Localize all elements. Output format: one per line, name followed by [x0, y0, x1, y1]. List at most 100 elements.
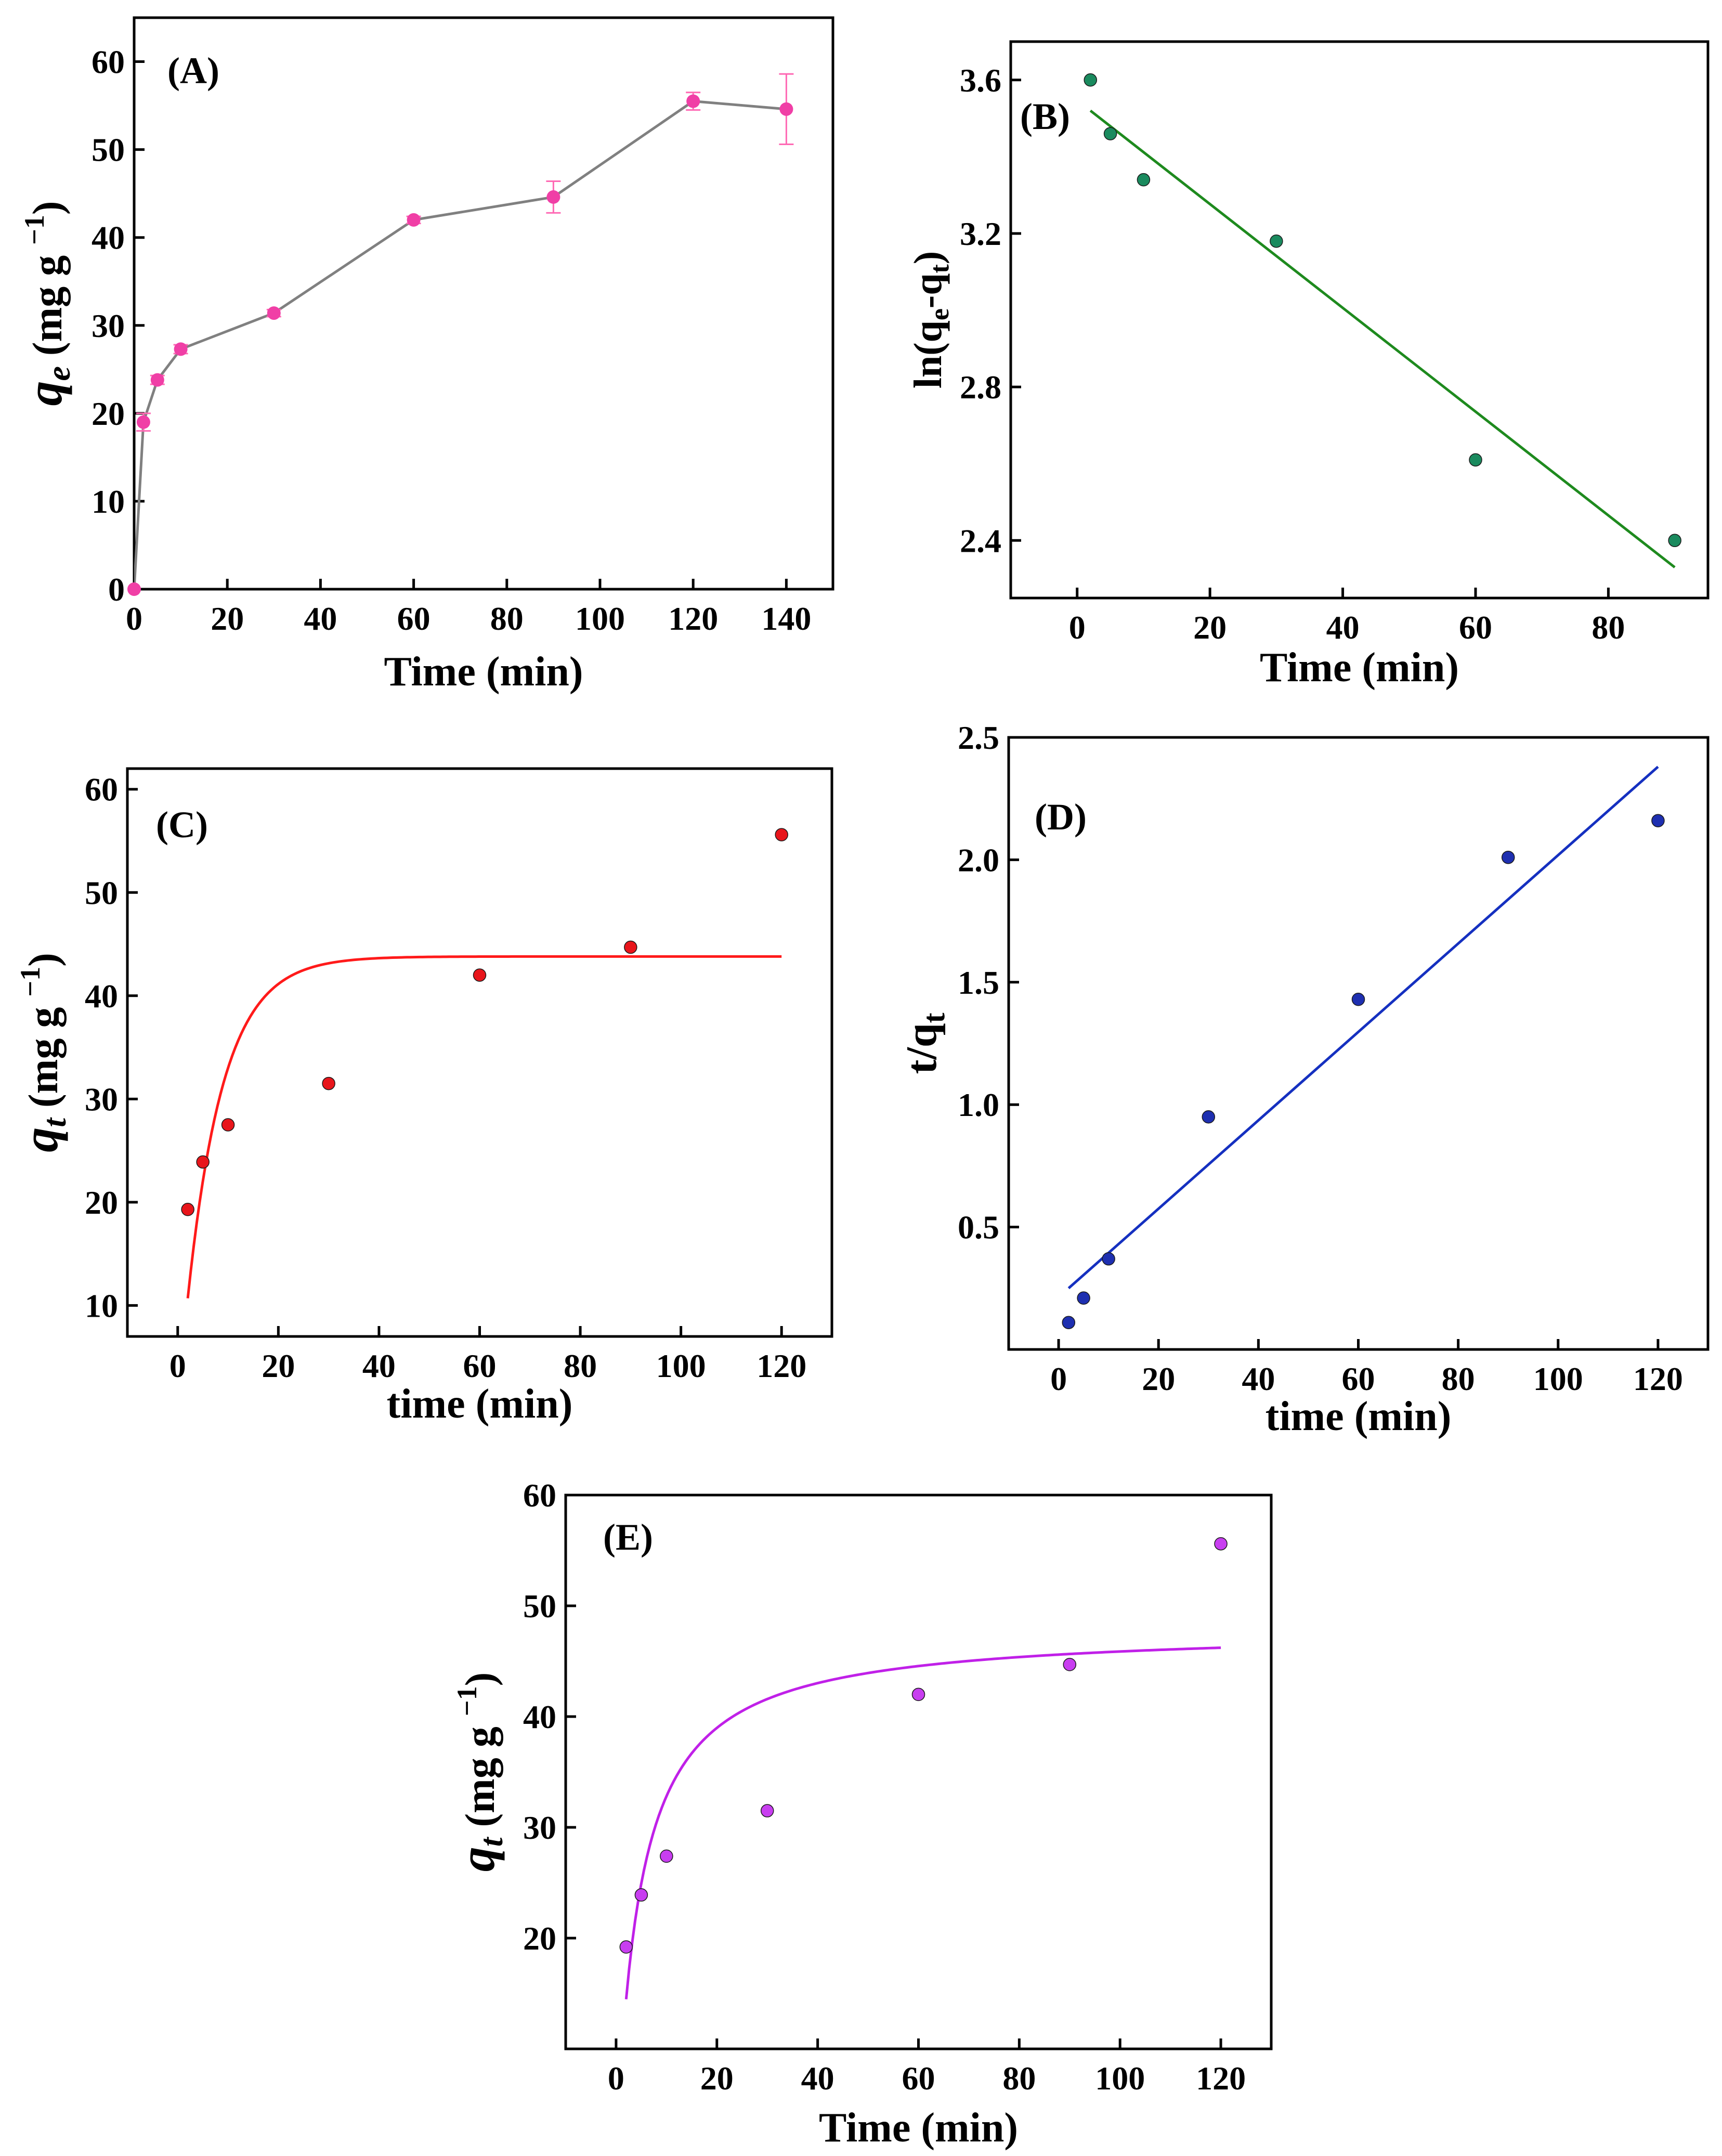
data-point: [127, 582, 141, 596]
y-tick-label: 0: [108, 571, 125, 608]
data-point: [1102, 1252, 1115, 1266]
y-tick-label: 50: [92, 132, 125, 168]
y-tick-label: 3.6: [960, 62, 1001, 99]
y-axis-label: ln(qe-qt): [906, 251, 955, 388]
data-point: [760, 1804, 774, 1817]
plot-area: [1067, 765, 1659, 1290]
x-tick-label: 100: [1533, 1360, 1583, 1397]
plot-area: [1089, 109, 1676, 568]
data-point: [181, 1203, 194, 1216]
panel-label: (C): [156, 804, 208, 846]
data-point: [1084, 73, 1098, 87]
chart-panel-a: 0 20 40 60 80 100 120 140 0 10 20 30 40 50 60 (A) Time (…: [17, 16, 834, 695]
x-tick-label: 100: [1095, 2060, 1145, 2097]
x-tick-label: 0: [1069, 609, 1086, 646]
x-tick-label: 60: [1342, 1360, 1375, 1397]
plot-frame: [133, 16, 834, 591]
data-point: [267, 306, 281, 320]
y-axis-label: t/qt: [897, 1012, 951, 1074]
panel-label: (B): [1020, 96, 1070, 137]
panel-label: (D): [1035, 796, 1087, 838]
x-tick-label: 0: [169, 1347, 186, 1384]
chart-panel-c: 0 20 40 60 80 100 120 10 20 30 40 50 60 (C) time (min)…: [12, 767, 833, 1427]
x-tick-label: 100: [575, 600, 625, 637]
y-tick-label: 1.0: [958, 1086, 999, 1123]
x-tick-label: 80: [1442, 1360, 1475, 1397]
x-tick-label: 20: [262, 1347, 295, 1384]
panel-label: (A): [167, 50, 219, 92]
x-axis-label: time (min): [387, 1381, 573, 1427]
data-point: [150, 373, 164, 387]
y-tick-label: 20: [85, 1184, 118, 1221]
x-axis-label: time (min): [1266, 1394, 1452, 1439]
y-tick-label: 10: [92, 483, 125, 520]
plot-area: [186, 955, 782, 1298]
fit-curve: [624, 1646, 1221, 1999]
x-axis-label: Time (min): [1260, 645, 1459, 691]
data-point: [1351, 993, 1365, 1006]
x-tick-label: 40: [1326, 609, 1360, 646]
plot-area: [134, 73, 794, 589]
data-point: [1501, 850, 1515, 864]
y-tick-label: 2.5: [958, 719, 999, 756]
data-point: [1202, 1110, 1216, 1124]
data-point: [686, 94, 700, 108]
data-point: [1062, 1316, 1076, 1329]
data-point: [546, 190, 560, 204]
x-tick-label: 0: [1050, 1360, 1067, 1397]
y-tick-label: 30: [92, 307, 125, 344]
data-point: [473, 968, 487, 982]
data-point: [1651, 814, 1665, 827]
data-point: [136, 415, 150, 429]
x-tick-label: 120: [668, 600, 718, 637]
x-tick-label: 40: [304, 600, 337, 637]
chart-panel-e: 0 20 40 60 80 100 120 20 30 40 50 60 (E) Time (min) qt…: [449, 1477, 1273, 2151]
x-tick-label: 120: [1196, 2060, 1246, 2097]
y-tick-label: 40: [92, 219, 125, 256]
y-axis-label: qt (mg g −1): [12, 953, 73, 1152]
data-point: [660, 1849, 673, 1863]
y-tick-label: 50: [85, 874, 118, 911]
y-tick-label: 20: [523, 1920, 556, 1957]
x-tick-label: 80: [1591, 609, 1625, 646]
y-tick-label: 20: [92, 395, 125, 432]
y-tick-label: 1.5: [958, 964, 999, 1001]
chart-panel-d: 0 20 40 60 80 100 120 0.5 1.0 1.5 2.0 2.5 (D) time (m…: [897, 719, 1710, 1439]
x-tick-label: 80: [490, 600, 524, 637]
y-tick-label: 2.0: [958, 841, 999, 878]
x-tick-label: 40: [362, 1347, 396, 1384]
plot-area: [624, 1646, 1221, 1999]
x-tick-label: 60: [1459, 609, 1492, 646]
plot-frame: [1009, 40, 1710, 600]
data-point: [1214, 1537, 1228, 1551]
x-tick-label: 20: [700, 2060, 734, 2097]
y-tick-label: 10: [85, 1287, 118, 1324]
y-tick-label: 3.2: [960, 215, 1001, 252]
y-tick-label: 2.4: [960, 522, 1001, 559]
fit-line: [1067, 765, 1659, 1290]
y-tick-label: 50: [523, 1588, 556, 1625]
y-tick-label: 30: [523, 1809, 556, 1846]
y-tick-label: 2.8: [960, 369, 1001, 406]
y-axis-label: qt (mg g −1): [449, 1672, 510, 1872]
x-tick-label: 120: [1633, 1360, 1683, 1397]
data-point: [779, 102, 793, 116]
series-line: [134, 100, 787, 589]
x-tick-label: 140: [761, 600, 811, 637]
y-tick-label: 40: [85, 978, 118, 1015]
x-tick-label: 60: [397, 600, 430, 637]
fit-curve: [186, 955, 782, 1298]
y-tick-label: 0.5: [958, 1209, 999, 1246]
data-point: [1103, 127, 1117, 140]
x-tick-label: 40: [801, 2060, 834, 2097]
data-point: [196, 1155, 210, 1169]
x-tick-label: 80: [1002, 2060, 1036, 2097]
x-tick-label: 100: [656, 1347, 706, 1384]
chart-panel-b: 0 20 40 60 80 2.4 2.8 3.2 3.6 (B) Time (min) ln(qe-…: [906, 40, 1710, 691]
data-point: [407, 213, 421, 227]
plot-frame: [564, 1493, 1273, 2050]
panel-label: (E): [603, 1516, 653, 1558]
data-point: [1270, 234, 1283, 248]
x-tick-label: 20: [211, 600, 244, 637]
